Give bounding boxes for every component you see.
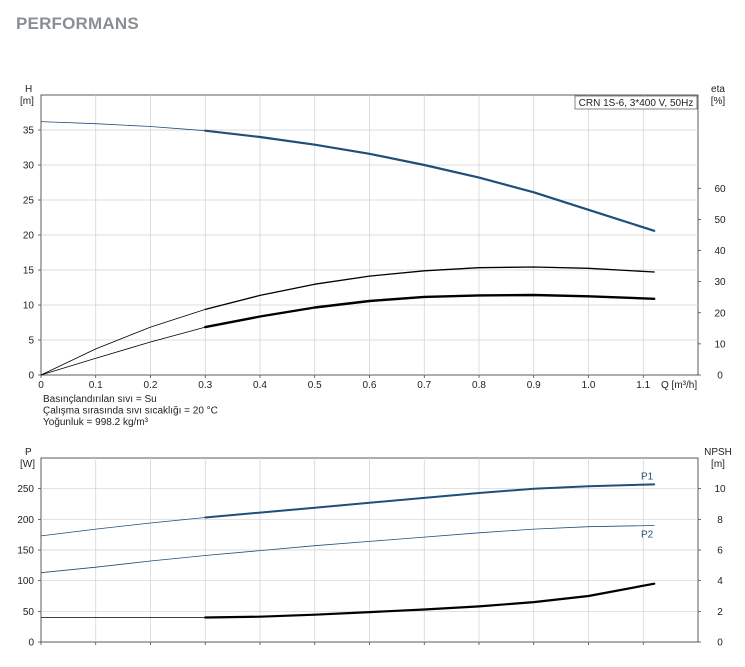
series-p1-line-operating [204, 483, 656, 519]
series-eta_total-line [40, 326, 206, 376]
y-left-axis-unit: [W] [20, 459, 35, 470]
model-label-box [574, 95, 698, 110]
series-p2-line [40, 555, 206, 574]
y-left-tick-label: 20 [23, 231, 35, 242]
y-right-tick-label: 0 [717, 638, 723, 649]
y-right-axis-unit: [%] [711, 96, 726, 107]
y-right-tick-label: 10 [714, 484, 726, 495]
y-right-tick-label: 50 [714, 215, 726, 226]
x-tick-label: 1.0 [582, 380, 596, 391]
y-right-axis-label: NPSH [704, 447, 732, 458]
y-left-tick-label: 250 [17, 484, 34, 495]
x-tick-label: 0 [38, 380, 44, 391]
y-left-tick-label: 10 [23, 301, 35, 312]
x-tick-label: 0.9 [527, 380, 541, 391]
y-right-tick-label: 30 [714, 277, 726, 288]
y-left-tick-label: 15 [23, 266, 35, 277]
y-left-tick-label: 200 [17, 515, 34, 526]
page-title: PERFORMANS [16, 14, 139, 33]
y-left-axis-label: H [25, 84, 32, 95]
y-left-tick-label: 100 [17, 576, 34, 587]
fluid-info-line: Çalışma sırasında sıvı sıcaklığı = 20 °C [43, 406, 218, 417]
y-right-axis-label: eta [711, 84, 725, 95]
series-head-line [40, 121, 206, 132]
model-label: CRN 1S-6, 3*400 V, 50Hz [579, 98, 694, 109]
y-right-tick-label: 10 [714, 339, 726, 350]
y-right-tick-label: 60 [714, 184, 726, 195]
series-eta_pump-line-operating [204, 266, 655, 311]
series-p2-line-operating [204, 525, 655, 556]
y-left-tick-label: 5 [28, 336, 34, 347]
y-left-tick-label: 25 [23, 196, 35, 207]
y-left-axis-label: P [25, 447, 32, 458]
y-right-tick-label: 40 [714, 246, 726, 257]
y-left-tick-label: 30 [23, 161, 35, 172]
y-left-tick-label: 0 [28, 638, 34, 649]
y-right-axis-unit: [m] [711, 459, 725, 470]
series-label-p2: P2 [641, 529, 654, 540]
y-right-tick-label: 8 [717, 515, 723, 526]
x-tick-label: 0.4 [253, 380, 267, 391]
x-tick-label: 0.8 [472, 380, 486, 391]
x-tick-label: 0.3 [198, 380, 212, 391]
y-left-tick-label: 0 [28, 371, 34, 382]
x-tick-label: 0.2 [144, 380, 158, 391]
x-tick-label: 0.5 [308, 380, 322, 391]
y-right-tick-label: 20 [714, 308, 726, 319]
y-right-tick-label: 2 [717, 607, 723, 618]
series-npsh-line-operating [204, 582, 656, 619]
series-p1-line [40, 517, 206, 537]
x-tick-label: 0.1 [89, 380, 103, 391]
y-left-tick-label: 50 [23, 607, 35, 618]
x-axis-label: Q [m³/h] [661, 380, 697, 391]
series-head-line-operating [204, 129, 656, 232]
fluid-info-line: Yoğunluk = 998.2 kg/m³ [43, 417, 149, 428]
x-tick-label: 0.6 [363, 380, 377, 391]
y-right-tick-label: 0 [717, 371, 723, 382]
x-tick-label: 1.1 [636, 380, 650, 391]
y-left-tick-label: 150 [17, 546, 34, 557]
series-eta_total-line-operating [204, 293, 656, 329]
y-right-tick-label: 6 [717, 546, 723, 557]
series-eta_pump-line [40, 309, 206, 376]
y-left-tick-label: 35 [23, 126, 35, 137]
y-right-tick-label: 4 [717, 576, 723, 587]
x-tick-label: 0.7 [417, 380, 431, 391]
series-label-p1: P1 [641, 471, 654, 482]
y-left-axis-unit: [m] [20, 96, 34, 107]
fluid-info-line: Basınçlandırılan sıvı = Su [43, 394, 157, 405]
